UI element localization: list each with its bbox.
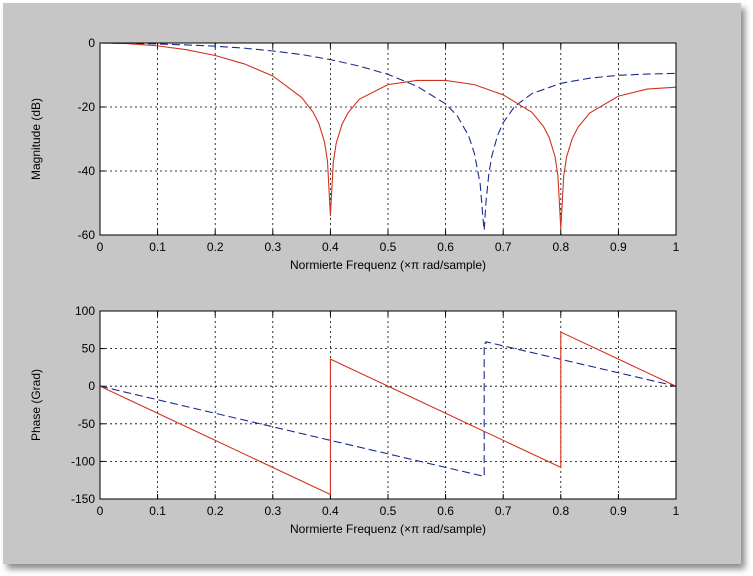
plot-area [100,311,676,499]
y-tick-label: -40 [78,164,96,178]
x-axis-label: Normierte Frequenz (×π rad/sample) [290,522,486,536]
x-tick-label: 1 [673,504,680,518]
y-tick-label: -100 [71,454,95,468]
y-tick-label: 100 [75,304,95,318]
y-tick-label: -50 [78,417,96,431]
x-tick-label: 0.3 [264,240,281,254]
x-tick-label: 0.5 [380,240,397,254]
y-tick-label: -60 [78,228,96,242]
x-tick-label: 0.8 [552,240,569,254]
y-axis-label: Magnitude (dB) [29,98,43,180]
x-tick-label: 0.7 [495,504,512,518]
x-tick-label: 0.3 [264,504,281,518]
series-line-dashed [100,341,676,478]
x-tick-label: 0.4 [322,240,339,254]
x-tick-label: 0 [97,240,104,254]
x-tick-label: 0.1 [149,240,166,254]
x-tick-label: 0.8 [552,504,569,518]
y-tick-label: 0 [88,36,95,50]
x-tick-label: 0.2 [207,240,224,254]
x-tick-label: 0.4 [322,504,339,518]
series-line-dashed [100,43,676,231]
x-tick-label: 0.5 [380,504,397,518]
x-tick-label: 0.7 [495,240,512,254]
series-line-solid [100,43,676,229]
axes-1: 0 0.1 0.2 0.3 0.4 0.5 0.6 0.7 0.8 0.9 1 0 -20 -40 -60 N… [29,36,680,272]
x-tick-label: 0.2 [207,504,224,518]
series-line-solid [100,331,676,496]
y-tick-label: 0 [88,379,95,393]
axes-frame [99,42,677,236]
y-tick-label: -150 [71,492,95,506]
axes-2: 0 0.1 0.2 0.3 0.4 0.5 0.6 0.7 0.8 0.9 1 100 50 0 -50 -1… [29,304,680,536]
x-tick-label: 0 [97,504,104,518]
axes-frame [99,310,677,500]
x-tick-label: 0.6 [437,240,454,254]
x-tick-label: 0.9 [610,504,627,518]
x-tick-label: 0.1 [149,504,166,518]
y-axis-label: Phase (Grad) [29,369,43,441]
x-tick-label: 0.9 [610,240,627,254]
x-axis-label: Normierte Frequenz (×π rad/sample) [290,258,486,272]
x-tick-label: 0.6 [437,504,454,518]
x-tick-label: 1 [673,240,680,254]
y-tick-label: -20 [78,100,96,114]
y-tick-label: 50 [82,342,96,356]
